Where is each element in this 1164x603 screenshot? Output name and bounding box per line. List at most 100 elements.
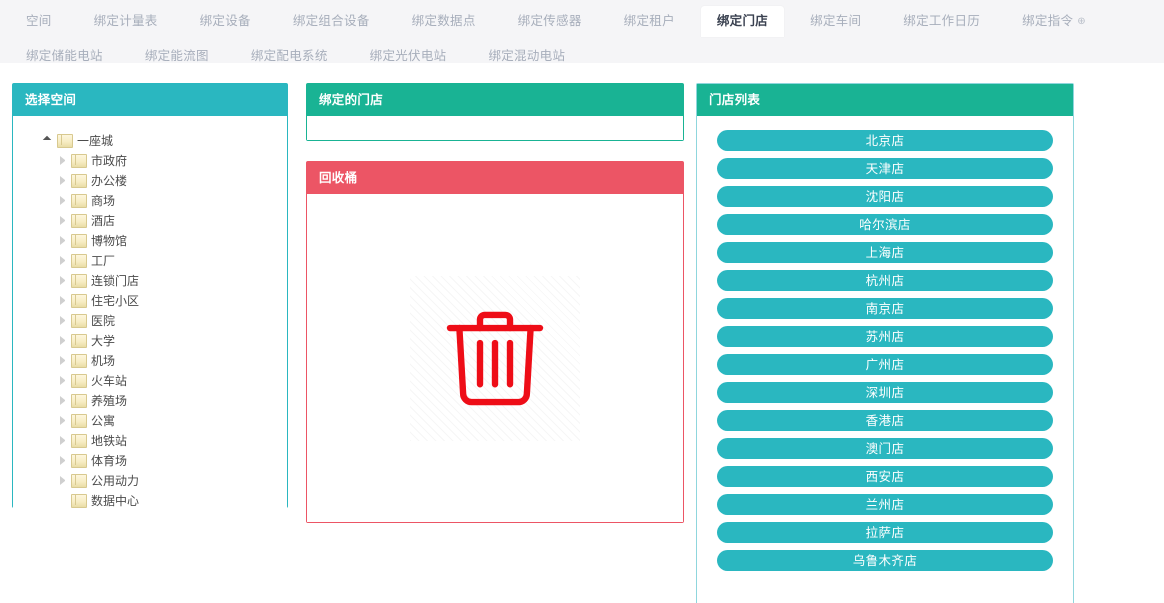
- tree-node-8[interactable]: 住宅小区: [13, 290, 287, 310]
- tab-1[interactable]: 绑定计量表: [78, 6, 174, 37]
- store-item[interactable]: 苏州店: [717, 326, 1053, 347]
- caret-right-icon[interactable]: [57, 454, 69, 466]
- store-item[interactable]: 香港店: [717, 410, 1053, 431]
- store-item[interactable]: 天津店: [717, 158, 1053, 179]
- tab-2[interactable]: 绑定设备: [184, 6, 267, 37]
- caret-right-icon[interactable]: [57, 314, 69, 326]
- caret-right-icon[interactable]: [57, 174, 69, 186]
- tab-label: 绑定混动电站: [488, 48, 566, 63]
- caret-right-icon[interactable]: [57, 274, 69, 286]
- tree-node-3[interactable]: 商场: [13, 190, 287, 210]
- tree-node-6[interactable]: 工厂: [13, 250, 287, 270]
- tab-6[interactable]: 绑定租户: [608, 6, 691, 37]
- store-item[interactable]: 深圳店: [717, 382, 1053, 403]
- folder-icon: [71, 254, 87, 268]
- tab-label: 绑定车间: [810, 14, 862, 28]
- tab-bar[interactable]: 空间 绑定计量表 绑定设备 绑定组合设备 绑定数据点 绑定传感器 绑定租户 绑定门店 绑定车间绑…: [0, 0, 1164, 63]
- tree-node-label: 公用动力: [91, 473, 140, 488]
- tree-node-7[interactable]: 连锁门店: [13, 270, 287, 290]
- space-tree-body[interactable]: 一座城 市政府 办公楼商场酒店 博物馆 工厂 连锁门店住宅小区医院 大学 机场 火车站养殖场公寓…: [13, 116, 287, 508]
- caret-right-icon[interactable]: [57, 374, 69, 386]
- tab-label: 绑定传感器: [517, 14, 582, 28]
- folder-icon: [71, 454, 87, 468]
- tab-label: 绑定能流图: [144, 48, 209, 63]
- tab-15[interactable]: 绑定混动电站: [472, 41, 581, 71]
- recycle-bin-dropzone[interactable]: [307, 194, 683, 522]
- tree-node-15[interactable]: 地铁站: [13, 430, 287, 450]
- tree-node-13[interactable]: 养殖场: [13, 390, 287, 410]
- store-item[interactable]: 广州店: [717, 354, 1053, 375]
- store-item[interactable]: 沈阳店: [717, 186, 1053, 207]
- store-list-panel: 门店列表 北京店 天津店 沈阳店 哈尔滨店 上海店 杭州店 南京店 苏州店 广州店 深圳店 香港店澳…: [696, 83, 1074, 603]
- folder-icon: [71, 334, 87, 348]
- caret-right-icon[interactable]: [57, 334, 69, 346]
- tree-node-0[interactable]: 一座城: [13, 130, 287, 150]
- tree-node-16[interactable]: 体育场: [13, 450, 287, 470]
- folder-icon: [71, 354, 87, 368]
- tree-node-17[interactable]: 公用动力: [13, 470, 287, 490]
- tab-label: 绑定光伏电站: [369, 48, 447, 63]
- tab-11[interactable]: 绑定储能电站: [10, 41, 119, 71]
- tab-8[interactable]: 绑定车间: [794, 6, 877, 37]
- tree-node-10[interactable]: 大学: [13, 330, 287, 350]
- store-item[interactable]: 杭州店: [717, 270, 1053, 291]
- tree-node-label: 商场: [91, 193, 116, 208]
- store-item[interactable]: 乌鲁木齐店: [717, 550, 1053, 571]
- folder-icon: [71, 394, 87, 408]
- tree-node-14[interactable]: 公寓: [13, 410, 287, 430]
- caret-right-icon[interactable]: [57, 194, 69, 206]
- tab-label: 绑定组合设备: [292, 14, 370, 28]
- caret-right-icon[interactable]: [57, 254, 69, 266]
- tab-5[interactable]: 绑定传感器: [502, 6, 598, 37]
- tree-node-5[interactable]: 博物馆: [13, 230, 287, 250]
- tab-3[interactable]: 绑定组合设备: [277, 6, 386, 37]
- folder-icon: [71, 294, 87, 308]
- store-item[interactable]: 澳门店: [717, 438, 1053, 459]
- tab-label: 绑定数据点: [411, 14, 476, 28]
- caret-right-icon[interactable]: [57, 234, 69, 246]
- tab-label: 绑定门店: [716, 14, 769, 28]
- store-item[interactable]: 哈尔滨店: [717, 214, 1053, 235]
- folder-icon: [71, 374, 87, 388]
- caret-right-icon[interactable]: [57, 474, 69, 486]
- tab-9[interactable]: 绑定工作日历: [887, 6, 996, 37]
- tree-node-label: 养殖场: [91, 393, 128, 408]
- caret-down-icon[interactable]: [43, 134, 55, 146]
- caret-right-icon[interactable]: [57, 394, 69, 406]
- tab-label: 空间: [26, 14, 52, 28]
- tab-7[interactable]: 绑定门店: [700, 6, 785, 37]
- space-tree[interactable]: 一座城 市政府 办公楼商场酒店 博物馆 工厂 连锁门店住宅小区医院 大学 机场 火车站养殖场公寓…: [13, 130, 287, 508]
- tree-node-9[interactable]: 医院: [13, 310, 287, 330]
- tab-label: 绑定工作日历: [903, 14, 981, 28]
- tab-13[interactable]: 绑定配电系统: [235, 41, 344, 71]
- store-item[interactable]: 上海店: [717, 242, 1053, 263]
- caret-right-icon[interactable]: [57, 354, 69, 366]
- tree-node-12[interactable]: 火车站: [13, 370, 287, 390]
- store-item[interactable]: 西安店: [717, 466, 1053, 487]
- store-item[interactable]: 拉萨店: [717, 522, 1053, 543]
- store-item[interactable]: 南京店: [717, 298, 1053, 319]
- store-item[interactable]: 兰州店: [717, 494, 1053, 515]
- tree-node-4[interactable]: 酒店: [13, 210, 287, 230]
- tree-node-11[interactable]: 机场: [13, 350, 287, 370]
- caret-right-icon[interactable]: [57, 414, 69, 426]
- tab-4[interactable]: 绑定数据点: [396, 6, 492, 37]
- caret-right-icon[interactable]: [57, 434, 69, 446]
- caret-right-icon[interactable]: [57, 294, 69, 306]
- tree-node-1[interactable]: 市政府: [13, 150, 287, 170]
- caret-right-icon[interactable]: [57, 154, 69, 166]
- store-item[interactable]: 北京店: [717, 130, 1053, 151]
- recycle-bin-drop-area[interactable]: [410, 275, 580, 441]
- tab-0[interactable]: 空间: [10, 6, 68, 37]
- folder-icon: [71, 194, 87, 208]
- tab-12[interactable]: 绑定能流图: [129, 41, 225, 71]
- caret-right-icon[interactable]: [57, 214, 69, 226]
- tree-node-18[interactable]: 数据中心: [13, 490, 287, 508]
- tab-10[interactable]: 绑定指令 ⊕: [1006, 6, 1102, 37]
- tree-node-label: 住宅小区: [91, 293, 140, 308]
- store-list-body[interactable]: 北京店天津店沈阳店哈尔滨店上海店杭州店南京店苏州店广州店深圳店香港店澳门店西安店…: [697, 116, 1073, 603]
- tree-node-2[interactable]: 办公楼: [13, 170, 287, 190]
- tab-14[interactable]: 绑定光伏电站: [354, 41, 463, 71]
- tab-label: 绑定租户: [623, 14, 675, 28]
- bound-stores-dropzone[interactable]: [307, 116, 683, 140]
